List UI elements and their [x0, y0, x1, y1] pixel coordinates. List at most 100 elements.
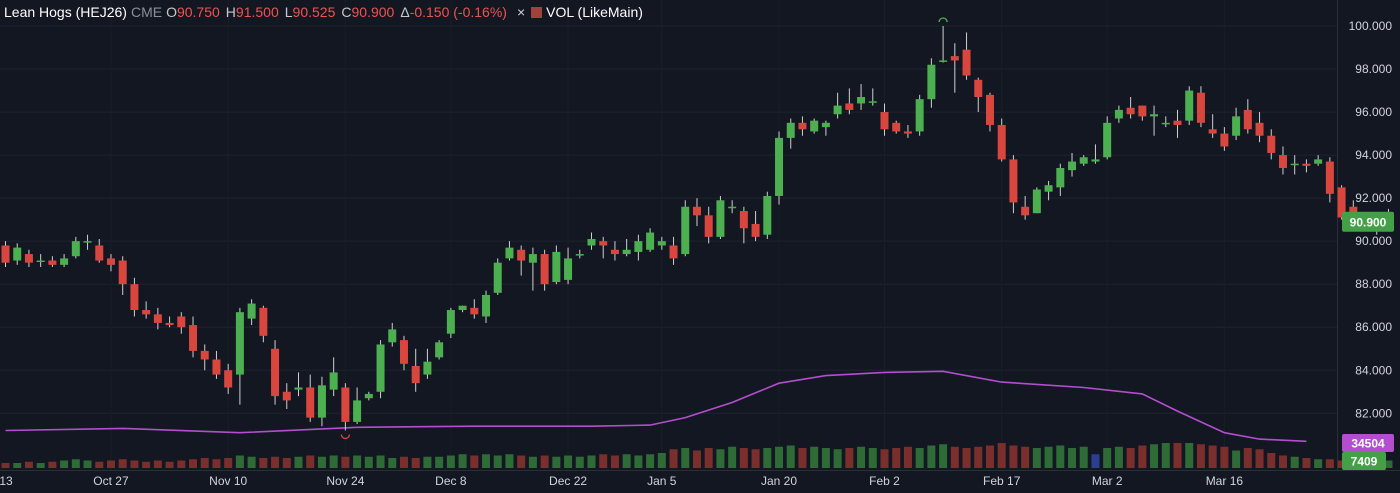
candle-body [610, 249, 619, 255]
x-tick-label: Jan 20 [761, 474, 797, 488]
close-icon[interactable]: × [516, 4, 526, 20]
candle-down [1267, 129, 1276, 160]
candle-up [587, 232, 596, 250]
candle-down [470, 299, 479, 319]
volume-bar [482, 454, 491, 468]
candle-body [1337, 187, 1346, 218]
candle-body [259, 307, 268, 336]
candle-body [1314, 159, 1323, 164]
candle-down [1302, 159, 1311, 173]
candle-body [575, 254, 584, 256]
volume-average-tag [1342, 434, 1394, 452]
candle-down [1138, 105, 1147, 121]
candle-down [1220, 127, 1229, 151]
volume-average-line [5, 370, 1307, 443]
candle-body [411, 365, 420, 384]
candle-body [716, 200, 725, 237]
candle-up [388, 322, 397, 347]
last-price-tag [1342, 211, 1394, 232]
volume-bar [1384, 460, 1393, 468]
candle-body [728, 206, 737, 209]
volume-indicator-label[interactable]: VOL (LikeMain) [546, 4, 643, 20]
candle-up [1068, 152, 1077, 177]
volume-bar [200, 458, 209, 468]
candle-down [118, 256, 127, 295]
candle-down [48, 256, 57, 267]
candle-body [1255, 122, 1264, 136]
volume-bar [798, 448, 807, 468]
candle-down [751, 211, 760, 242]
candle-down [130, 277, 139, 317]
volume-bar [587, 455, 596, 468]
candle-up [294, 372, 303, 397]
candle-up [1290, 155, 1299, 175]
candle-down [399, 335, 408, 371]
x-tick-label: Mar 16 [1206, 474, 1244, 488]
candle-body [681, 206, 690, 255]
candle-up [716, 195, 725, 240]
volume-bar [868, 448, 877, 468]
candle-up [1091, 144, 1100, 164]
candle-body [1278, 155, 1287, 169]
volume-bar [775, 446, 784, 468]
volume-bar [470, 455, 479, 468]
volume-bar [212, 459, 221, 468]
candle-up [1185, 86, 1194, 125]
x-tick-label: Nov 24 [326, 474, 364, 488]
candle-body [1232, 116, 1241, 136]
candle-down [224, 363, 233, 394]
candle-body [446, 310, 455, 334]
candle-body [435, 342, 444, 358]
volume-bar [353, 455, 362, 468]
candle-up [247, 299, 256, 326]
candle-body [540, 254, 549, 285]
candle-body [739, 211, 748, 229]
candle-body [493, 262, 502, 293]
volume-bar [83, 460, 92, 468]
symbol-title[interactable]: Lean Hogs (HEJ26) [4, 4, 127, 20]
volume-bar [36, 463, 45, 468]
candle-up [564, 247, 573, 285]
candle-down [1278, 146, 1287, 175]
volume-bar [317, 456, 326, 468]
price-axis[interactable]: 100.000 98.000 96.000 94.000 92.000 90.000 88.… [1349, 19, 1393, 420]
candle-body [962, 49, 971, 76]
volume-bar [153, 460, 162, 468]
candle-body [950, 56, 959, 61]
candle-down [1, 241, 10, 267]
x-tick-label: Oct 27 [93, 474, 129, 488]
candle-body [364, 393, 373, 399]
volume-bar [599, 454, 608, 468]
candle-up [364, 391, 373, 401]
candle-body [1161, 122, 1170, 125]
candle-down [950, 43, 959, 93]
x-tick-label: Mar 2 [1092, 474, 1123, 488]
volume-bar [810, 446, 819, 468]
candle-body [1009, 159, 1018, 203]
volume-bar [1208, 445, 1217, 468]
candle-down [1243, 99, 1252, 134]
candle-body [1103, 122, 1112, 158]
volume-bar [294, 456, 303, 468]
volume-bar [1138, 445, 1147, 468]
candle-body [13, 247, 22, 261]
y-tick-label: 96.000 [1355, 105, 1392, 119]
candle-body [1079, 157, 1088, 164]
volume-bar [341, 456, 350, 468]
volume-bar [1337, 460, 1346, 468]
candle-down [212, 350, 221, 379]
time-axis[interactable]: 13 Oct 27 Nov 10 Nov 24 Dec 8 Dec 22 Jan 5 Jan … [0, 474, 1243, 488]
candle-body [458, 305, 467, 311]
candle-up [786, 118, 795, 149]
candle-body [857, 97, 866, 104]
candle-body [903, 131, 912, 134]
y-tick-label: 94.000 [1355, 148, 1392, 162]
candle-body [669, 245, 678, 259]
y-tick-label: 84.000 [1355, 363, 1392, 377]
candle-body [329, 372, 338, 390]
candle-up [868, 88, 877, 106]
candle-body [564, 258, 573, 280]
candle-down [540, 249, 549, 291]
